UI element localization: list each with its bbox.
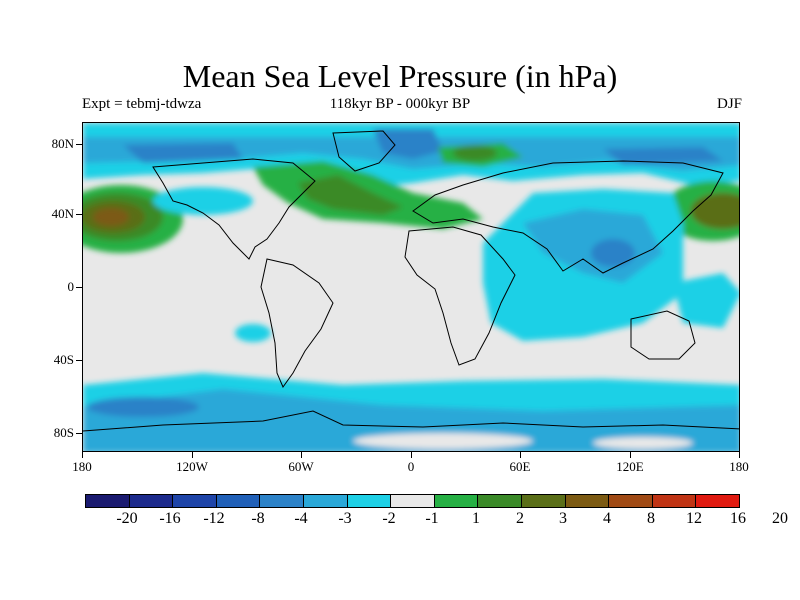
north-pacific-high-core	[93, 208, 129, 226]
asia-deep-negative	[591, 239, 635, 267]
western-pacific-negative	[673, 273, 739, 328]
coastlines	[83, 130, 739, 432]
lon-label-120w: 120W	[176, 459, 208, 474]
colorbar-label: -4	[294, 510, 308, 527]
lon-label-180e: 180	[729, 459, 749, 474]
antarctica-coastline	[83, 410, 739, 432]
colorbar-swatch	[565, 495, 610, 507]
lon-label-0: 0	[407, 459, 415, 474]
colorbar-label: 16	[730, 510, 746, 527]
antarctic-neutral-patch-2	[593, 437, 693, 449]
siberian-positive-core	[453, 145, 497, 161]
australia-coastline	[630, 310, 696, 360]
greenland-coastline	[332, 130, 396, 172]
colorbar-swatch	[216, 495, 261, 507]
lon-tick-60w	[301, 452, 302, 458]
south-pacific-small-negative	[235, 324, 271, 342]
colorbar-swatch	[434, 495, 479, 507]
colorbar-swatch	[173, 495, 217, 507]
arctic-deep-negative-2	[123, 143, 243, 163]
africa-coastline	[404, 226, 516, 366]
south-america-coastline	[260, 258, 334, 389]
lat-tick-40s	[76, 360, 82, 361]
lat-tick-40n	[76, 214, 82, 215]
colorbar-swatch	[609, 495, 653, 507]
antarctic-neutral-patch	[353, 433, 533, 449]
colorbar-label: -20	[116, 510, 138, 527]
colorbar-label: 8	[647, 510, 655, 527]
colorbar-label: 12	[686, 510, 702, 527]
lat-label-80s: 80S	[53, 425, 74, 440]
lat-label-40s: 40S	[53, 352, 74, 367]
colorbar-label: -8	[251, 510, 265, 527]
colorbar-label: 2	[516, 510, 524, 527]
north-atlantic-positive-core	[298, 175, 403, 215]
colorbar-label: -1	[425, 510, 439, 527]
lat-tick-80s	[76, 433, 82, 434]
lon-label-180w: 180	[72, 459, 92, 474]
colorbar-label: 20	[772, 510, 788, 527]
colorbar-swatch	[478, 495, 522, 507]
colorbar-swatch	[521, 495, 566, 507]
colorbar-label: -16	[159, 510, 181, 527]
arctic-deep-negative	[373, 129, 443, 159]
colorbar-swatch	[86, 495, 130, 507]
colorbar-swatch	[391, 495, 435, 507]
lat-label-80n: 80N	[51, 136, 74, 151]
lon-label-120e: 120E	[616, 459, 644, 474]
lon-tick-180w	[82, 452, 83, 458]
experiment-label: Expt = tebmj-tdwza	[82, 96, 202, 112]
north-america-coastline	[152, 158, 316, 260]
colorbar-label: 4	[603, 510, 611, 527]
colorbar-label: -3	[338, 510, 352, 527]
lat-tick-0	[76, 287, 82, 288]
colorbar-label: -2	[382, 510, 396, 527]
asia-negative-core	[523, 209, 663, 283]
colorbar-swatch	[696, 495, 739, 507]
lat-label-40n: 40N	[51, 206, 74, 221]
colorbar-swatch	[652, 495, 697, 507]
map-panel	[82, 122, 740, 452]
colorbar-label: 1	[472, 510, 480, 527]
north-pacific-subarctic-negative	[153, 187, 253, 215]
lon-tick-60e	[520, 452, 521, 458]
lon-tick-120w	[192, 452, 193, 458]
colorbar-label: 3	[559, 510, 567, 527]
lon-label-60e: 60E	[509, 459, 531, 474]
colorbar	[85, 494, 740, 508]
time-range-label: 118kyr BP - 000kyr BP	[329, 96, 471, 112]
colorbar-swatch	[303, 495, 348, 507]
lat-label-0: 0	[67, 279, 75, 294]
colorbar-swatch	[260, 495, 304, 507]
season-label: DJF	[716, 96, 742, 112]
lat-tick-80n	[76, 144, 82, 145]
colorbar-label: -12	[203, 510, 225, 527]
pressure-anomaly-fields	[83, 123, 739, 451]
lon-label-60w: 60W	[288, 459, 314, 474]
chart-title: Mean Sea Level Pressure (in hPa)	[182, 58, 618, 94]
colorbar-swatch	[347, 495, 392, 507]
south-pacific-deep-negative	[87, 397, 199, 417]
southern-ocean-negative-mid	[83, 389, 739, 451]
lon-tick-0	[411, 452, 412, 458]
lon-tick-180e	[739, 452, 740, 458]
arctic-deep-negative-3	[603, 147, 723, 165]
eurasia-coastline	[412, 160, 724, 274]
colorbar-swatch	[129, 495, 174, 507]
pressure-map	[83, 123, 739, 451]
lon-tick-120e	[630, 452, 631, 458]
